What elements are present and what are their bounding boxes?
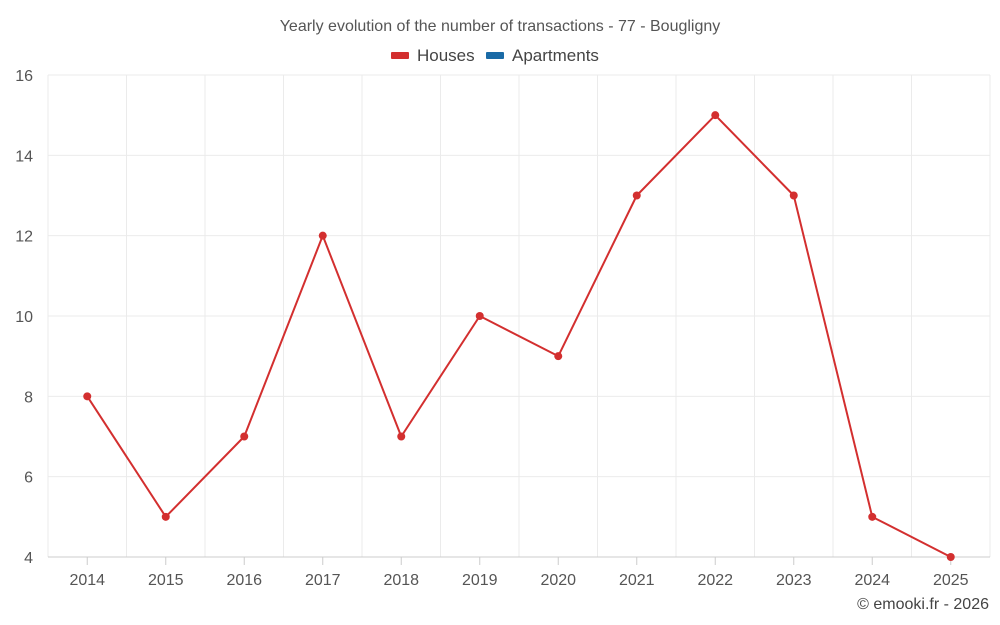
y-tick-label: 8	[24, 389, 33, 406]
data-point-houses[interactable]	[397, 432, 406, 441]
data-point-houses[interactable]	[554, 352, 563, 361]
x-tick-label: 2020	[540, 572, 576, 589]
x-tick-label: 2018	[383, 572, 419, 589]
y-tick-label: 6	[24, 470, 33, 487]
y-tick-label: 14	[15, 148, 33, 165]
legend-swatch-apartments	[486, 52, 504, 59]
x-tick-label: 2019	[462, 572, 498, 589]
x-axis: 2014 2015 2016 2017 2018 2019 2020 2021 2022 2023…	[48, 556, 990, 589]
y-tick-label: 10	[15, 309, 33, 326]
series-line-houses	[86, 114, 952, 558]
data-point-houses[interactable]	[711, 111, 720, 120]
data-point-houses[interactable]	[475, 312, 484, 320]
grid	[47, 74, 991, 557]
plot-area	[83, 111, 955, 561]
legend-label-houses: Houses	[417, 46, 475, 65]
x-tick-label: 2024	[854, 572, 890, 589]
x-tick-label: 2025	[933, 572, 969, 589]
legend-swatch-houses	[391, 52, 409, 59]
data-point-houses[interactable]	[83, 392, 92, 401]
data-point-houses[interactable]	[161, 512, 170, 521]
x-tick-label: 2016	[226, 572, 262, 589]
data-point-houses[interactable]	[789, 191, 798, 200]
x-tick-label: 2022	[697, 572, 733, 589]
x-tick-label: 2021	[619, 572, 655, 589]
legend: Houses Apartments	[391, 46, 599, 65]
data-point-houses[interactable]	[946, 553, 955, 561]
data-point-houses[interactable]	[868, 512, 877, 521]
y-tick-label: 4	[24, 550, 33, 567]
credit-text: © emooki.fr - 2026	[857, 596, 989, 613]
legend-item-houses[interactable]: Houses	[391, 46, 475, 65]
x-tick-label: 2017	[305, 572, 341, 589]
chart-title: Yearly evolution of the number of transa…	[280, 18, 721, 35]
x-tick-label: 2014	[69, 572, 105, 589]
x-tick-label: 2015	[148, 572, 184, 589]
y-tick-label: 16	[15, 68, 33, 85]
data-point-houses[interactable]	[318, 231, 327, 240]
legend-label-apartments: Apartments	[512, 46, 599, 65]
y-tick-label: 12	[15, 229, 33, 246]
x-tick-label: 2023	[776, 572, 812, 589]
y-axis: 4 6 8 10 12 14 16	[15, 68, 33, 567]
legend-item-apartments[interactable]: Apartments	[486, 46, 599, 65]
data-point-houses[interactable]	[240, 432, 249, 441]
data-point-houses[interactable]	[632, 191, 641, 200]
